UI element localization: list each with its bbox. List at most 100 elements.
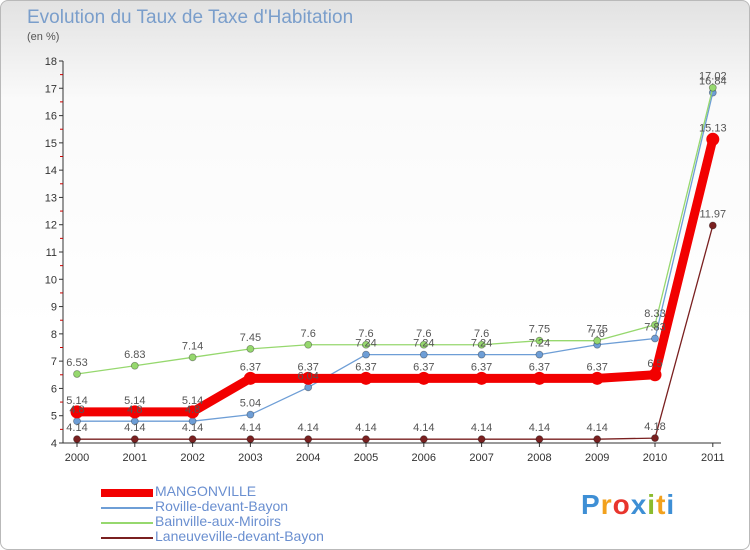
series-2-point-2009 <box>593 336 602 345</box>
series-line-3 <box>76 224 714 440</box>
series-3-point-2011 <box>708 221 717 230</box>
y-tick-label-13: 13 <box>45 192 57 204</box>
y-tick-label-8: 8 <box>51 329 57 341</box>
series-1-label-2009: 7.6 <box>590 328 605 340</box>
series-3-point-2002 <box>188 435 197 444</box>
series-0-point-2000 <box>70 405 84 419</box>
series-2-point-2001 <box>130 361 139 370</box>
series-line-0 <box>72 134 718 417</box>
series-3-label-2006: 4.14 <box>413 422 434 434</box>
y-tick-label-10: 10 <box>45 274 57 286</box>
series-3-label-2004: 4.14 <box>297 422 318 434</box>
series-3-point-2009 <box>593 435 602 444</box>
series-0-label-2004: 6.37 <box>297 361 318 373</box>
series-2-label-2005: 7.6 <box>358 328 373 340</box>
series-2-point-2004 <box>304 340 313 349</box>
y-tick-label-16: 16 <box>45 111 57 123</box>
x-tick-label-2001: 2001 <box>123 452 147 464</box>
series-2-label-2000: 6.53 <box>66 357 87 369</box>
series-0-point-2001 <box>128 405 142 419</box>
series-3-label-2001: 4.14 <box>124 422 145 434</box>
series-1-label-2011: 16.84 <box>699 76 727 88</box>
series-1-label-2007: 7.24 <box>471 338 492 350</box>
series-0-label-2007: 6.37 <box>471 361 492 373</box>
y-tick-label-15: 15 <box>45 138 57 150</box>
series-3-label-2008: 4.14 <box>529 422 550 434</box>
series-3-label-2011: 11.97 <box>699 209 726 221</box>
x-tick-label-2010: 2010 <box>643 452 667 464</box>
series-3-label-2009: 4.14 <box>586 422 607 434</box>
y-tick-label-5: 5 <box>51 411 57 423</box>
logo-letter: P <box>581 489 601 520</box>
logo-letter: i <box>647 489 657 520</box>
series-3-point-2005 <box>362 435 370 444</box>
legend-swatch-0 <box>101 489 153 497</box>
legend-label-1: Roville-devant-Bayon <box>155 498 289 514</box>
series-2-point-2002 <box>188 353 197 362</box>
legend-label-2: Bainville-aux-Miroirs <box>155 513 282 529</box>
x-tick-label-2000: 2000 <box>65 452 89 464</box>
legend-label-3: Laneuveville-devant-Bayon <box>155 528 324 544</box>
series-2-point-2005 <box>362 340 370 349</box>
series-0-label-2006: 6.37 <box>413 361 434 373</box>
series-2-label-2010: 8.33 <box>644 308 665 320</box>
series-line-1 <box>76 92 714 422</box>
series-0-label-2008: 6.37 <box>529 361 550 373</box>
series-3-point-2006 <box>419 435 428 444</box>
proxiti-logo: Proxiti <box>581 489 675 521</box>
series-0-label-2002: 5.14 <box>182 395 203 407</box>
series-0-label-2003: 6.37 <box>240 361 261 373</box>
legend-swatch-1 <box>101 507 153 509</box>
series-0-point-2008 <box>532 371 546 385</box>
series-3-point-2010 <box>651 434 659 442</box>
x-tick-label-2011: 2011 <box>701 452 725 464</box>
x-tick-label-2007: 2007 <box>469 452 493 464</box>
y-tick-label-18: 18 <box>45 56 57 68</box>
y-axis-unit: (en %) <box>27 31 60 43</box>
legend-label-0: MANGONVILLE <box>155 483 257 499</box>
logo-letter: x <box>630 489 648 520</box>
series-1-label-2004: 6.04 <box>297 370 318 382</box>
series-0-label-2011: 15.13 <box>699 122 727 134</box>
series-3-label-2007: 4.14 <box>471 422 492 434</box>
legend-swatch-2 <box>101 522 153 524</box>
series-1-label-2008: 7.24 <box>529 338 550 350</box>
series-2-label-2008: 7.75 <box>529 324 550 336</box>
series-3-point-2004 <box>304 435 313 444</box>
series-2-point-2008 <box>535 336 544 345</box>
x-tick-label-2009: 2009 <box>585 452 609 464</box>
legend-swatch-3 <box>101 537 153 539</box>
series-3-point-2007 <box>477 435 486 444</box>
series-2-point-2007 <box>477 340 486 349</box>
series-3-label-2005: 4.14 <box>355 422 376 434</box>
series-1-point-2008 <box>535 350 544 359</box>
y-tick-label-17: 17 <box>45 83 57 95</box>
series-0-label-2005: 6.37 <box>355 361 376 373</box>
x-tick-label-2003: 2003 <box>238 452 262 464</box>
series-1-point-2010 <box>651 334 659 343</box>
series-1-label-2003: 5.04 <box>240 398 261 410</box>
series-2-point-2010 <box>651 320 659 329</box>
series-0-label-2010: 6.5 <box>647 358 662 370</box>
series-2-label-2003: 7.45 <box>240 332 261 344</box>
series-0-label-2001: 5.14 <box>124 395 145 407</box>
series-2-point-2006 <box>419 340 428 349</box>
series-2-label-2002: 7.14 <box>182 340 203 352</box>
series-2-label-2004: 7.6 <box>301 328 316 340</box>
series-0-point-2011 <box>706 132 720 146</box>
series-1-point-2005 <box>362 350 370 359</box>
x-tick-label-2006: 2006 <box>412 452 436 464</box>
series-0-point-2007 <box>475 371 489 385</box>
series-3-label-2010: 4.18 <box>644 421 665 433</box>
logo-letter: r <box>600 489 613 520</box>
series-2-point-2000 <box>73 370 81 378</box>
series-1-label-2005: 7.24 <box>355 338 376 350</box>
series-3-label-2003: 4.14 <box>240 422 261 434</box>
series-1-label-2006: 7.24 <box>413 338 434 350</box>
series-3-point-2003 <box>246 435 255 444</box>
y-tick-label-12: 12 <box>45 220 57 232</box>
x-tick-label-2005: 2005 <box>354 452 378 464</box>
series-0-label-2009: 6.37 <box>586 361 607 373</box>
